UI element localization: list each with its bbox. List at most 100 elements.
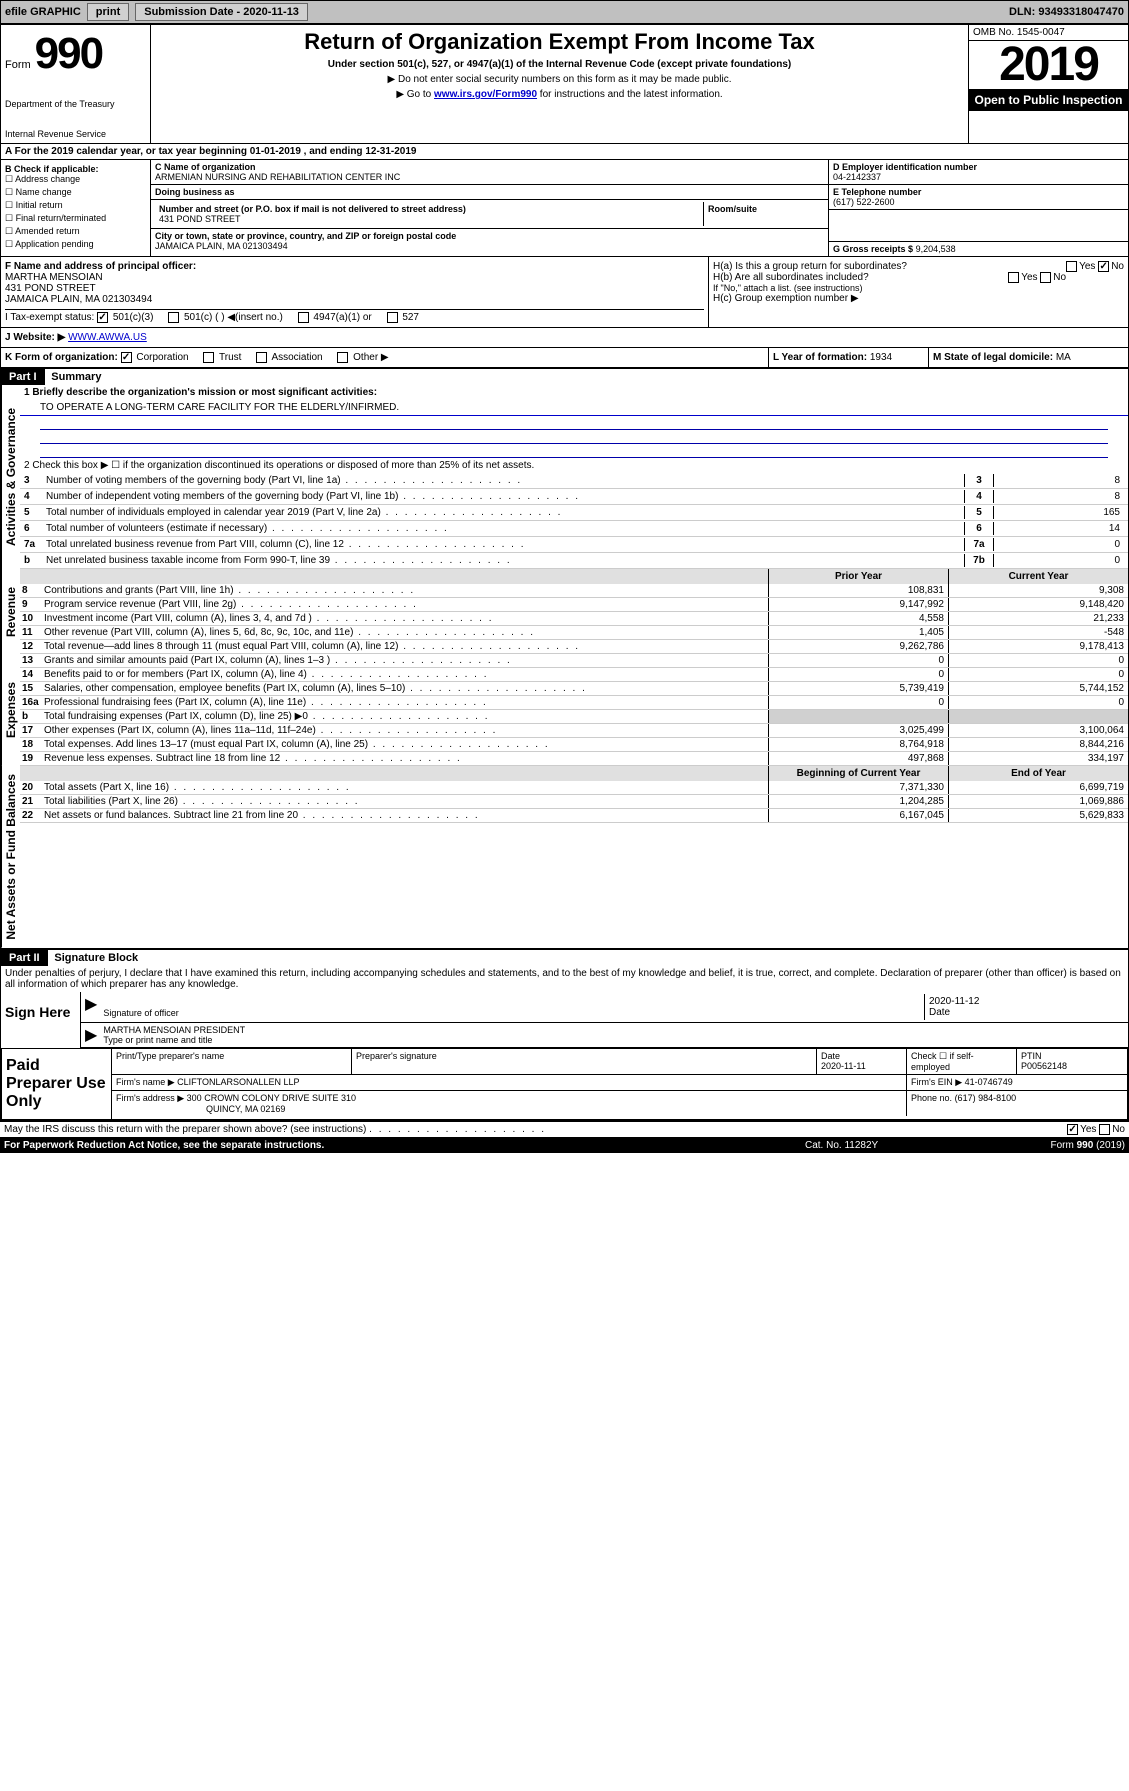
dept-treasury: Department of the Treasury [5,99,146,109]
firm-name: CLIFTONLARSONALLEN LLP [177,1077,299,1087]
dln-label: DLN: 93493318047470 [1009,6,1124,18]
part1-header-row: Part I Summary [1,369,1128,385]
submission-date-button[interactable]: Submission Date - 2020-11-13 [135,3,308,21]
exp-line-19: 19Revenue less expenses. Subtract line 1… [20,752,1128,766]
header-left: Form 990 Department of the Treasury Inte… [1,25,151,143]
checkbox-discuss-yes[interactable] [1067,1124,1078,1135]
phone: (617) 522-2600 [833,197,1124,207]
gov-line-5: 5Total number of individuals employed in… [20,505,1128,521]
self-employed-check[interactable]: Check ☐ if self-employed [907,1049,1017,1074]
header-middle: Return of Organization Exempt From Incom… [151,25,968,143]
line2: 2 Check this box ▶ ☐ if the organization… [20,458,1128,473]
discuss-row: May the IRS discuss this return with the… [0,1121,1129,1137]
rev-line-12: 12Total revenue—add lines 8 through 11 (… [20,640,1128,654]
open-to-public: Open to Public Inspection [969,89,1128,111]
form-990-logo: Form 990 [5,29,146,79]
efile-top-bar: efile GRAPHIC print Submission Date - 20… [0,0,1129,24]
section-bcdeg: B Check if applicable: ☐ Address change … [0,160,1129,257]
checkbox-other-org[interactable]: Other ▶ [337,352,388,363]
section-klm: K Form of organization: Corporation Trus… [0,348,1129,368]
gov-line-b: bNet unrelated business taxable income f… [20,553,1128,569]
exp-line-16a: 16aProfessional fundraising fees (Part I… [20,696,1128,710]
row-a-tax-year: A For the 2019 calendar year, or tax yea… [0,144,1129,160]
checkbox-527[interactable]: 527 [387,312,419,323]
cell-address: Number and street (or P.O. box if mail i… [151,200,828,229]
print-button[interactable]: print [87,3,129,21]
checkbox-trust[interactable]: Trust [203,352,241,363]
blank-line [40,444,1108,458]
firm-phone: (617) 984-8100 [955,1093,1017,1103]
form-header: Form 990 Department of the Treasury Inte… [0,24,1129,144]
checkbox-amended-return[interactable]: ☐ Amended return [5,226,146,237]
perjury-declaration: Under penalties of perjury, I declare th… [1,966,1128,992]
checkbox-501c3[interactable]: 501(c)(3) [97,312,153,323]
section-d: D Employer identification number 04-2142… [829,160,1128,185]
irs-form990-link[interactable]: www.irs.gov/Form990 [434,89,537,100]
rev-line-9: 9Program service revenue (Part VIII, lin… [20,598,1128,612]
firm-ein: 41-0746749 [965,1077,1013,1087]
ptin: P00562148 [1021,1061,1123,1071]
net-header: Beginning of Current Year End of Year [20,766,1128,781]
part1-header: Part I [1,369,45,385]
section-deg: D Employer identification number 04-2142… [828,160,1128,256]
footer: For Paperwork Reduction Act Notice, see … [0,1137,1129,1153]
section-i: I Tax-exempt status: 501(c)(3) 501(c) ( … [5,309,704,323]
section-g: G Gross receipts $ 9,204,538 [829,242,1128,256]
checkbox-initial-return[interactable]: ☐ Initial return [5,200,146,211]
part1-governance: Activities & Governance 1 Briefly descri… [1,385,1128,569]
part2-header-row: Part II Signature Block [1,950,1128,966]
checkbox-hb-no[interactable] [1040,272,1051,283]
gov-line-4: 4Number of independent voting members of… [20,489,1128,505]
checkbox-501c-other[interactable]: 501(c) ( ) ◀(insert no.) [168,312,283,323]
section-b: B Check if applicable: ☐ Address change … [1,160,151,256]
tab-revenue: Revenue [1,569,20,654]
checkbox-corporation[interactable]: Corporation [121,352,189,363]
tax-year: 2019 [969,41,1128,89]
cell-org-name: C Name of organization ARMENIAN NURSING … [151,160,828,185]
exp-line-15: 15Salaries, other compensation, employee… [20,682,1128,696]
header-right: OMB No. 1545-0047 2019 Open to Public In… [968,25,1128,143]
part2: Part II Signature Block Under penalties … [0,949,1129,1121]
gross-receipts: 9,204,538 [916,244,956,254]
section-k: K Form of organization: Corporation Trus… [1,348,768,367]
checkbox-hb-yes[interactable] [1008,272,1019,283]
org-street: 431 POND STREET [159,214,699,224]
ssn-note: ▶ Do not enter social security numbers o… [155,74,964,85]
part2-header: Part II [1,950,48,966]
part1-expenses: Expenses 13Grants and similar amounts pa… [1,654,1128,766]
checkbox-application-pending[interactable]: ☐ Application pending [5,239,146,250]
checkbox-association[interactable]: Association [256,352,322,363]
blank-line [40,430,1108,444]
tab-expenses: Expenses [1,654,20,766]
mission-statement: TO OPERATE A LONG-TERM CARE FACILITY FOR… [20,400,1128,416]
efile-label: efile GRAPHIC [5,6,81,18]
part2-title: Signature Block [50,950,142,966]
sign-here-block: Sign Here ▶ Signature of officer 2020-11… [1,992,1128,1048]
checkbox-ha-no[interactable] [1098,261,1109,272]
blank-line [40,416,1108,430]
cell-city: City or town, state or province, country… [151,229,828,253]
checkbox-final-return[interactable]: ☐ Final return/terminated [5,213,146,224]
rev-line-10: 10Investment income (Part VIII, column (… [20,612,1128,626]
checkbox-discuss-no[interactable] [1099,1124,1110,1135]
part1-net-assets: Net Assets or Fund Balances Beginning of… [1,766,1128,948]
ein: 04-2142337 [833,172,1124,182]
section-b-label: B Check if applicable: [5,164,146,174]
website-link[interactable]: WWW.AWWA.US [68,332,147,343]
form-number: 990 [35,29,102,79]
section-fh: F Name and address of principal officer:… [0,257,1129,328]
part1: Part I Summary Activities & Governance 1… [0,368,1129,949]
signature-arrow-icon: ▶ [85,994,97,1020]
section-c: C Name of organization ARMENIAN NURSING … [151,160,828,256]
checkbox-4947a1[interactable]: 4947(a)(1) or [298,312,372,323]
gov-line-6: 6Total number of volunteers (estimate if… [20,521,1128,537]
checkbox-address-change[interactable]: ☐ Address change [5,174,146,185]
section-f: F Name and address of principal officer:… [1,257,708,327]
section-m: M State of legal domicile: MA [928,348,1128,367]
part1-title: Summary [47,369,105,385]
signature-date: 2020-11-12 [929,996,1120,1007]
section-e: E Telephone number (617) 522-2600 [829,185,1128,210]
checkbox-ha-yes[interactable] [1066,261,1077,272]
rev-line-11: 11Other revenue (Part VIII, column (A), … [20,626,1128,640]
checkbox-name-change[interactable]: ☐ Name change [5,187,146,198]
